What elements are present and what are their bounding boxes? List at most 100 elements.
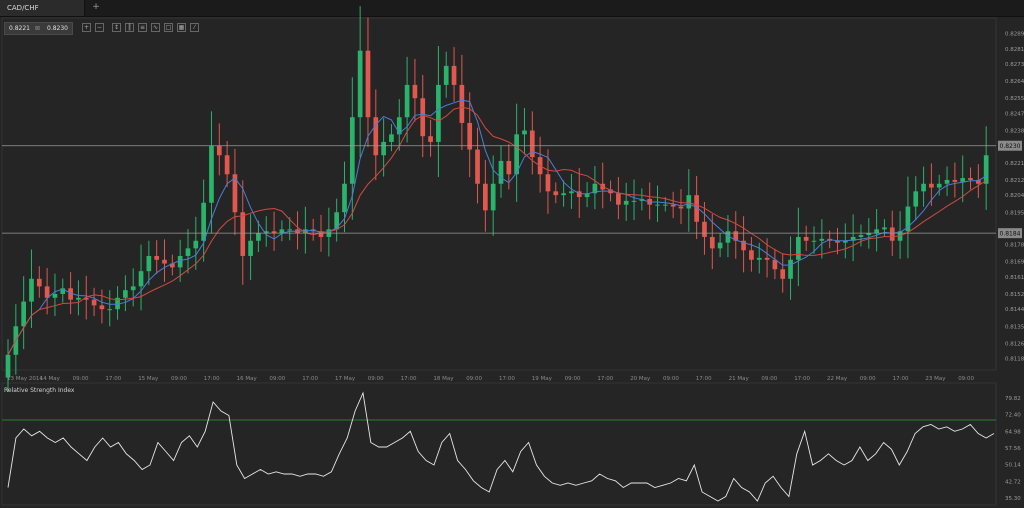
- candle-body: [412, 84, 418, 99]
- draw-icon[interactable]: ⁄: [190, 23, 199, 32]
- candle-body: [913, 191, 919, 207]
- candle-body: [780, 269, 786, 279]
- add-tab-button[interactable]: +: [92, 2, 100, 12]
- rsi-tick-label: 64.98: [1005, 429, 1021, 435]
- price-level-label: 0.8184: [1000, 231, 1021, 238]
- time-tick-label: 09:00: [565, 376, 581, 382]
- time-tick-label: 09:00: [860, 376, 876, 382]
- templates-icon[interactable]: □: [164, 23, 173, 32]
- candle-body: [52, 293, 58, 298]
- candle-body: [686, 195, 692, 209]
- candle-body: [811, 240, 817, 242]
- tab-cadchf[interactable]: CAD/CHF: [0, 0, 85, 16]
- candle-body: [443, 65, 449, 85]
- candle-body: [287, 229, 293, 231]
- candle-body: [381, 141, 386, 156]
- candle-body: [968, 178, 973, 180]
- candle-body: [882, 227, 887, 230]
- candle-body: [623, 200, 629, 205]
- candle-body: [709, 236, 715, 249]
- candle-body: [569, 191, 574, 194]
- time-tick-label: 21 May: [729, 376, 750, 382]
- candle-body: [451, 65, 457, 85]
- price-tick-label: 0.8144: [1005, 307, 1024, 313]
- price-tick-label: 0.8289: [1005, 32, 1024, 38]
- candle-body: [162, 259, 167, 264]
- rsi-panel-border: [1, 382, 997, 506]
- indicators-icon[interactable]: ▦: [177, 23, 186, 32]
- candle-body: [662, 204, 668, 206]
- candle-body: [756, 257, 762, 260]
- candle-body: [263, 231, 269, 234]
- zoom-out-icon[interactable]: −: [95, 23, 104, 32]
- bars-icon[interactable]: ≡: [138, 23, 147, 32]
- rsi-tick-label: 72.40: [1005, 413, 1021, 419]
- candle-body: [123, 290, 128, 298]
- ma-fast-line: [7, 99, 987, 356]
- price-tick-label: 0.8281: [1005, 47, 1024, 53]
- candle-body: [21, 301, 26, 327]
- candle-body: [115, 297, 120, 310]
- candle-body: [733, 231, 739, 241]
- time-tick-label: 17:00: [204, 376, 220, 382]
- price-level-label: 0.8230: [1000, 143, 1021, 150]
- time-tick-label: 17:00: [499, 376, 515, 382]
- time-tick-label: 09:00: [466, 376, 482, 382]
- candle-body: [475, 149, 480, 184]
- price-level-tag: [998, 140, 1022, 151]
- line-chart-icon[interactable]: ∿: [151, 23, 160, 32]
- candle-body: [99, 305, 105, 310]
- candle-body: [976, 179, 981, 184]
- candle-body: [169, 263, 175, 268]
- candle-body: [107, 309, 113, 311]
- price-tick-label: 0.8273: [1005, 62, 1024, 68]
- time-tick-label: 13 May 2014: [7, 376, 43, 382]
- rsi-title: Relative Strength Index: [4, 387, 75, 394]
- price-tick-label: 0.8152: [1005, 292, 1024, 298]
- cursor-icon[interactable]: ↕: [112, 23, 121, 32]
- time-tick-label: 14 May: [40, 376, 61, 382]
- candle-body: [459, 84, 465, 123]
- candle-body: [694, 195, 699, 222]
- candle-body: [905, 206, 911, 232]
- candle-body: [483, 183, 488, 211]
- rsi-tick-label: 79.82: [1005, 396, 1021, 402]
- price-tick-label: 0.8135: [1005, 324, 1024, 330]
- zoom-in-icon[interactable]: +: [82, 23, 91, 32]
- time-tick-label: 09:00: [761, 376, 777, 382]
- rsi-line: [7, 391, 995, 502]
- candles-icon[interactable]: ║: [125, 23, 134, 32]
- candle-body: [138, 271, 144, 287]
- time-tick-label: 15 May: [138, 376, 159, 382]
- price-tick-label: 0.8178: [1005, 243, 1024, 249]
- candle-body: [271, 231, 277, 234]
- candle-body: [60, 288, 66, 294]
- candle-body: [514, 134, 519, 175]
- candle-body: [952, 179, 958, 182]
- candle-body: [803, 236, 809, 241]
- time-tick-label: 16 May: [237, 376, 258, 382]
- candle-body: [929, 183, 934, 188]
- candle-body: [91, 299, 97, 306]
- candle-body: [201, 202, 206, 241]
- candle-body: [717, 242, 723, 249]
- candle-body: [373, 117, 379, 156]
- candle-body: [725, 231, 731, 243]
- candle-body: [177, 255, 183, 268]
- candle-body: [842, 240, 848, 243]
- price-tick-label: 0.8118: [1005, 357, 1024, 363]
- rsi-tick-label: 57.56: [1005, 446, 1021, 452]
- price-levels: 0.8230 0.8184: [2, 140, 1022, 239]
- candle-body: [741, 240, 746, 251]
- candle-body: [365, 50, 371, 118]
- candle-body: [334, 212, 340, 230]
- candle-body: [561, 193, 566, 196]
- price-tick-label: 0.8212: [1005, 178, 1024, 184]
- time-tick-label: 17:00: [794, 376, 810, 382]
- price-tick-label: 0.8264: [1005, 79, 1024, 85]
- time-tick-label: 17:00: [696, 376, 712, 382]
- candle-body: [936, 183, 942, 188]
- candle-body: [420, 98, 426, 137]
- time-tick-label: 09:00: [73, 376, 89, 382]
